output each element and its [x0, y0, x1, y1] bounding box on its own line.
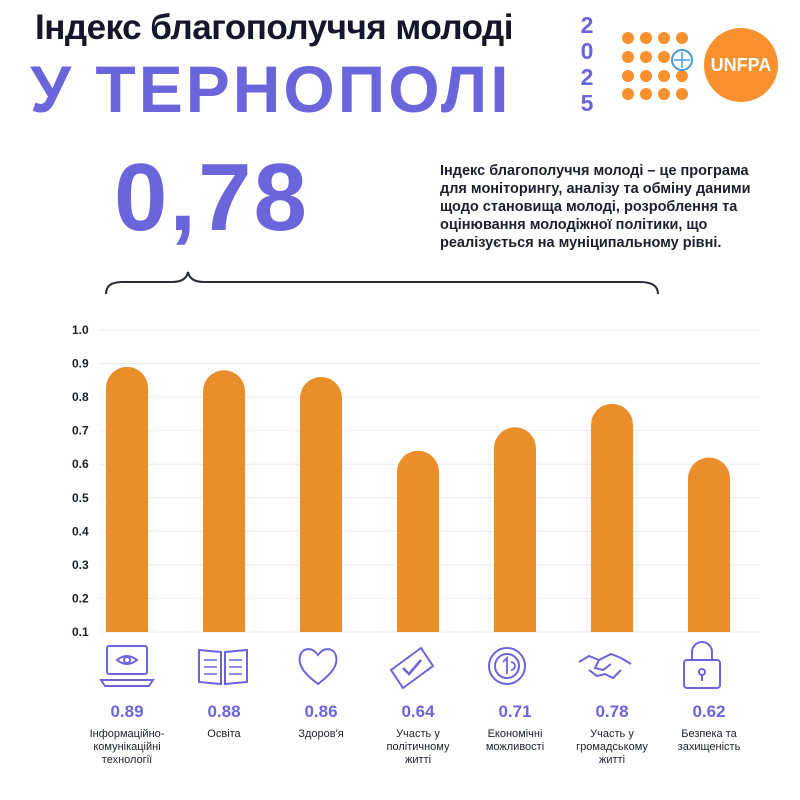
bar	[203, 370, 245, 632]
heart-icon	[298, 648, 338, 686]
data-label: 0.86	[304, 702, 338, 721]
title-line-2: У ТЕРНОПОЛІ	[30, 52, 512, 126]
un-emblem-icon	[622, 32, 693, 100]
category-label: Здоров'я	[271, 728, 371, 741]
description-line: Індекс благополуччя молоді – це програма	[440, 163, 749, 179]
data-label: 0.64	[401, 702, 435, 721]
y-tick-label: 0.1	[72, 625, 89, 639]
category-label: Освіта	[174, 728, 274, 741]
category-label-group: 0.89 Інформаційно-комунікаційні технології	[77, 700, 177, 767]
category-label-group: 0.88 Освіта	[174, 700, 274, 741]
year-digit: 2	[580, 12, 594, 38]
description-line: для моніторингу, аналізу та обміну даним…	[440, 181, 751, 197]
bar-chart: 1.0 0.9 0.8 0.7 0.6 0.5 0.4 0.3 0.2 0.1	[72, 323, 760, 639]
bar	[106, 366, 148, 632]
category-label-group: 0.86 Здоров'я	[271, 700, 371, 741]
y-tick-label: 0.3	[72, 558, 89, 572]
category-label: Участь у політичному житті	[368, 728, 468, 767]
category-label-line: Участь у	[590, 728, 634, 740]
category-label-group: 0.78 Участь у громадському житті	[562, 700, 662, 767]
padlock-icon	[683, 641, 721, 689]
y-tick-label: 1.0	[72, 323, 89, 337]
category-label-line: Економічні	[487, 728, 543, 740]
category-label-line: Здоров'я	[298, 728, 344, 740]
year-digit: 0	[580, 38, 594, 64]
data-label: 0.88	[207, 702, 241, 721]
index-value: 0,78	[114, 144, 309, 251]
year-digit: 2	[580, 64, 594, 90]
curly-brace	[105, 271, 659, 295]
category-label-line: політичному	[386, 741, 450, 753]
category-label-line: Інформаційно-	[89, 728, 165, 740]
ballot-icon	[389, 646, 435, 690]
y-tick-label: 0.5	[72, 491, 89, 505]
coin-icon	[488, 647, 526, 685]
bar	[494, 427, 536, 632]
year-vertical: 2 0 2 5	[575, 12, 599, 116]
category-label-line: захищеність	[677, 741, 741, 753]
category-label-line: Безпека та	[681, 728, 737, 740]
title-line-1: Індекс благополуччя молоді	[35, 8, 513, 47]
data-label: 0.62	[692, 702, 726, 721]
category-label-line: громадському	[576, 741, 648, 753]
y-tick-label: 0.9	[72, 357, 89, 371]
y-tick-label: 0.6	[72, 457, 89, 471]
bar	[300, 376, 342, 632]
unfpa-logo-text: UNFPA	[710, 55, 772, 75]
category-label-line: житті	[404, 754, 432, 766]
index-description: Індекс благополуччя молоді – це програма…	[440, 162, 770, 252]
laptop-icon	[99, 645, 155, 687]
category-label-line: комунікаційні	[93, 741, 161, 753]
y-tick-label: 0.4	[72, 524, 89, 538]
description-line: оцінювання молодіжної політики, що	[440, 217, 708, 233]
category-label-group: 0.62 Безпека та захищеність	[659, 700, 759, 754]
year-digit: 5	[580, 90, 594, 116]
description-line: реалізується на муніципальному рівні.	[440, 235, 722, 251]
category-label: Інформаційно-комунікаційні технології	[77, 728, 177, 767]
y-tick-label: 0.2	[72, 591, 89, 605]
y-tick-label: 0.8	[72, 390, 89, 404]
unfpa-logo	[704, 28, 778, 102]
category-label-group: 0.71 Економічні можливості	[465, 700, 565, 754]
category-label: Безпека та захищеність	[659, 728, 759, 754]
data-label: 0.89	[110, 702, 144, 721]
data-label: 0.78	[595, 702, 629, 721]
category-label-line: можливості	[485, 741, 545, 753]
category-label-group: 0.64 Участь у політичному житті	[368, 700, 468, 767]
open-book-icon	[198, 648, 248, 686]
category-label-line: технології	[101, 754, 153, 766]
bar	[591, 403, 633, 632]
category-label: Економічні можливості	[465, 728, 565, 754]
description-line: щодо становища молоді, розроблення та	[440, 199, 738, 215]
category-label-line: житті	[598, 754, 626, 766]
category-label: Участь у громадському житті	[562, 728, 662, 767]
handshake-icon	[578, 652, 632, 680]
y-tick-label: 0.7	[72, 424, 89, 438]
data-label: 0.71	[498, 702, 532, 721]
bar	[397, 450, 439, 632]
category-label-line: Освіта	[207, 728, 241, 740]
category-label-line: Участь у	[396, 728, 440, 740]
bar	[688, 457, 730, 632]
